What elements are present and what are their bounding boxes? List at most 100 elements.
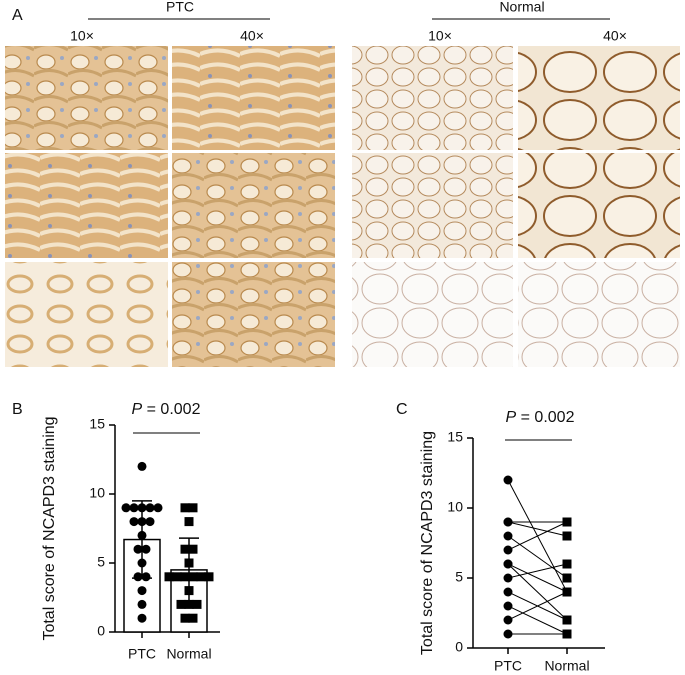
data-point	[188, 572, 198, 582]
data-point	[180, 572, 190, 582]
data-point	[141, 544, 151, 554]
data-point	[188, 544, 198, 554]
micrograph	[518, 262, 680, 367]
data-point	[141, 572, 151, 582]
y-tick-label: 0	[455, 639, 463, 655]
data-point	[137, 517, 147, 527]
x-tick-label: Normal	[166, 646, 211, 662]
y-tick-label: 5	[97, 554, 105, 570]
data-point	[503, 517, 513, 527]
pair-line	[507, 521, 568, 551]
data-point	[121, 503, 131, 513]
p-symbol: P	[132, 401, 143, 418]
micrographs	[5, 46, 680, 367]
data-point	[204, 572, 214, 582]
micrograph	[172, 262, 335, 367]
data-point	[188, 503, 198, 513]
data-point	[503, 573, 513, 583]
micrograph	[172, 153, 335, 258]
y-tick-label: 5	[455, 569, 463, 585]
data-point	[184, 558, 194, 568]
p-value: P = 0.002	[506, 409, 575, 426]
pair-line	[507, 591, 568, 621]
y-tick-label: 15	[89, 416, 105, 432]
y-tick-label: 10	[447, 499, 463, 515]
p-value: P = 0.002	[132, 401, 201, 418]
panel-label: C	[396, 401, 408, 418]
p-text: = 0.002	[142, 401, 200, 418]
micrograph	[518, 46, 680, 150]
data-point	[503, 545, 513, 555]
data-point	[184, 599, 194, 609]
data-point	[503, 559, 513, 569]
data-point	[184, 517, 194, 527]
data-point	[137, 613, 147, 623]
data-point	[137, 530, 147, 540]
data-point	[180, 503, 190, 513]
data-point	[180, 613, 190, 623]
data-point	[562, 559, 572, 569]
y-tick-label: 15	[447, 429, 463, 445]
data-point	[133, 572, 143, 582]
data-point	[188, 613, 198, 623]
data-point	[137, 461, 147, 471]
magnification: 10×	[70, 28, 94, 44]
micrograph	[172, 46, 335, 150]
x-tick-label: PTC	[494, 658, 522, 674]
panel-label: B	[12, 401, 23, 418]
data-point	[137, 503, 147, 513]
pair-line	[507, 605, 568, 635]
micrograph	[5, 262, 168, 367]
data-point	[196, 572, 206, 582]
p-symbol: P	[506, 409, 517, 426]
data-point	[562, 629, 572, 639]
data-point	[153, 503, 163, 513]
magnification: 40×	[603, 28, 627, 44]
data-point	[172, 572, 182, 582]
data-point	[133, 544, 143, 554]
data-point	[503, 475, 513, 485]
data-point	[145, 503, 155, 513]
x-tick-label: PTC	[128, 646, 156, 662]
magnification: 10×	[428, 28, 452, 44]
data-point	[164, 572, 174, 582]
data-point	[176, 599, 186, 609]
pair-line	[507, 521, 568, 537]
data-point	[129, 503, 139, 513]
data-point	[503, 587, 513, 597]
y-axis-label: Total score of NCAPD3 staining	[419, 431, 436, 655]
data-point	[503, 615, 513, 625]
data-point	[562, 573, 572, 583]
pair-line	[507, 563, 568, 579]
data-point	[129, 517, 139, 527]
data-point	[562, 517, 572, 527]
data-point	[137, 558, 147, 568]
data-point	[145, 517, 155, 527]
micrograph	[352, 153, 513, 258]
data-point	[503, 629, 513, 639]
magnification: 40×	[240, 28, 264, 44]
micrograph	[518, 153, 680, 258]
pair-line	[507, 563, 568, 621]
data-point	[137, 599, 147, 609]
data-point	[562, 531, 572, 541]
micrograph	[352, 262, 513, 367]
data-point	[503, 531, 513, 541]
panel-label: A	[12, 7, 23, 24]
micrograph	[5, 46, 168, 150]
x-tick-label: Normal	[544, 658, 589, 674]
group-label: Normal	[499, 0, 544, 15]
p-text: = 0.002	[516, 409, 574, 426]
pair-line	[507, 563, 568, 593]
data-point	[137, 586, 147, 596]
pair-line	[507, 535, 568, 579]
micrograph	[5, 153, 168, 258]
data-point	[180, 544, 190, 554]
y-tick-label: 10	[89, 485, 105, 501]
group-label: PTC	[166, 0, 194, 15]
data-point	[503, 601, 513, 611]
micrograph	[352, 46, 513, 150]
data-point	[184, 586, 194, 596]
